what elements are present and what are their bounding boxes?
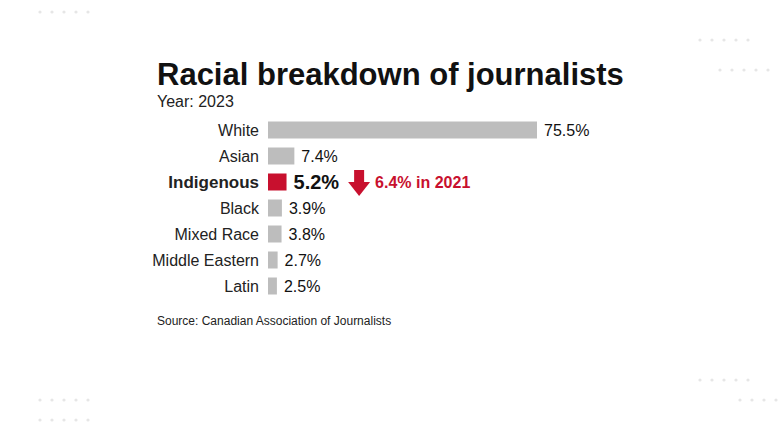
dot (86, 418, 89, 421)
dot (734, 378, 737, 381)
dot (722, 378, 725, 381)
dot (62, 418, 65, 421)
data-label: 7.4% (301, 148, 337, 165)
category-label: Middle Eastern (152, 252, 259, 269)
dot (74, 418, 77, 421)
bar (268, 200, 282, 217)
dot (50, 418, 53, 421)
dot (718, 68, 721, 71)
dot (698, 38, 701, 41)
category-label: Black (220, 200, 260, 217)
data-label: 2.7% (285, 252, 321, 269)
dot (698, 378, 701, 381)
data-label: 3.9% (289, 200, 325, 217)
dot (722, 38, 725, 41)
category-label: Indigenous (168, 173, 259, 192)
dot (734, 38, 737, 41)
dot (50, 10, 53, 13)
dot (86, 398, 89, 401)
bar (268, 278, 277, 295)
dot (742, 68, 745, 71)
dot (738, 398, 741, 401)
dot (710, 378, 713, 381)
data-label: 5.2% (294, 171, 340, 193)
annotation: 6.4% in 2021 (375, 174, 470, 191)
data-label: 75.5% (544, 122, 589, 139)
arrow-shaft (354, 170, 364, 182)
bar (268, 122, 537, 139)
category-label: Mixed Race (175, 226, 260, 243)
annotation-arrow (348, 170, 370, 196)
dot (62, 10, 65, 13)
chart: Racial breakdown of journalistsYear: 202… (0, 0, 780, 440)
dot (750, 398, 753, 401)
dot (38, 418, 41, 421)
labels: White 75.5% Asian 7.4% Indigenous 5.2% Black 3.… (152, 122, 589, 295)
bar (268, 148, 294, 165)
dot (50, 398, 53, 401)
dot (62, 398, 65, 401)
dot (74, 10, 77, 13)
source: Source: Canadian Association of Journali… (157, 314, 391, 328)
dot (710, 38, 713, 41)
title: Racial breakdown of journalists (157, 57, 624, 92)
bar (268, 252, 278, 269)
dot (746, 378, 749, 381)
dot (746, 38, 749, 41)
data-label: 2.5% (284, 278, 320, 295)
dot (74, 398, 77, 401)
dot (762, 398, 765, 401)
dot (754, 68, 757, 71)
category-label: Latin (224, 278, 259, 295)
background-dots (38, 10, 780, 421)
bars (268, 122, 537, 295)
arrow-head (348, 182, 370, 196)
data-label: 3.8% (289, 226, 325, 243)
category-label: Asian (219, 148, 259, 165)
subtitle: Year: 2023 (157, 93, 234, 110)
dot (38, 10, 41, 13)
dot (774, 398, 777, 401)
dot (38, 398, 41, 401)
bar (268, 226, 282, 243)
dot (86, 10, 89, 13)
category-label: White (218, 122, 259, 139)
dot (730, 68, 733, 71)
bar (268, 174, 287, 191)
dot (766, 68, 769, 71)
